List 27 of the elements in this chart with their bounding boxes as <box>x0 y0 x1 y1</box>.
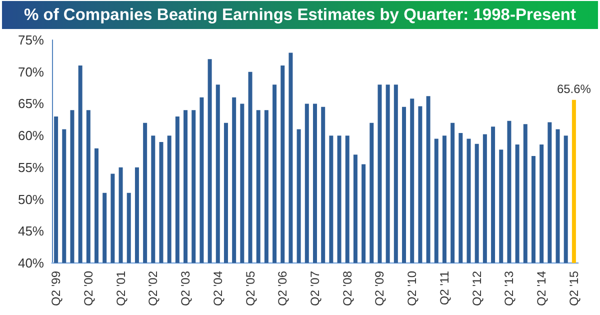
y-tick-label: 70% <box>18 64 44 80</box>
data-label: 65.6% <box>556 82 592 96</box>
x-tick-label: Q2 '03 <box>178 270 193 306</box>
x-tick-label: Q2 '07 <box>308 270 322 306</box>
x-tick-label: Q2 '04 <box>210 270 225 306</box>
y-tick-label: 40% <box>18 256 44 270</box>
x-tick-label: Q2 '15 <box>566 270 581 306</box>
x-tick-label: Q2 '12 <box>470 270 484 306</box>
x-tick-label: Q2 '14 <box>534 270 549 306</box>
chart-title: % of Companies Beating Earnings Estimates by Quarter: 1998-Present <box>2 1 598 29</box>
x-tick-label: Q2 '08 <box>340 270 354 306</box>
x-tick-label: Q2 '13 <box>502 270 516 306</box>
x-tick-label: Q2 '00 <box>81 270 96 306</box>
y-tick-label: 45% <box>18 224 44 239</box>
x-tick-label: Q2 '06 <box>276 270 290 306</box>
y-tick-label: 75% <box>18 32 44 48</box>
x-tick-label: Q2 '05 <box>243 270 258 306</box>
x-tick-label: Q2 '02 <box>146 270 160 306</box>
x-tick-label: Q2 '01 <box>114 270 128 306</box>
y-tick-label: 55% <box>18 160 44 175</box>
x-tick-label: Q2 '99 <box>49 270 64 306</box>
y-tick-label: 65% <box>18 96 44 112</box>
x-tick-label: Q2 '11 <box>437 270 452 306</box>
x-tick-label: Q2 '10 <box>405 270 420 306</box>
x-tick-label: Q2 '09 <box>372 270 387 306</box>
y-tick-label: 60% <box>18 128 44 144</box>
y-tick-label: 50% <box>18 192 44 207</box>
